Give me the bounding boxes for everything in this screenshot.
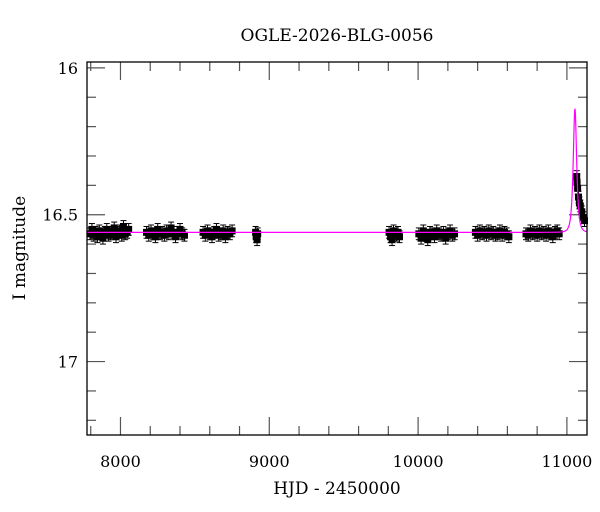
point-marker	[151, 233, 159, 241]
x-tick-label: 10000	[393, 452, 444, 471]
chart-title: OGLE-2026-BLG-0056	[241, 26, 434, 46]
point-marker	[542, 231, 550, 239]
plot-frame	[86, 61, 588, 436]
y-tick-label: 16.5	[42, 206, 78, 225]
point-marker	[415, 230, 423, 238]
point-marker	[417, 234, 425, 242]
point-marker	[442, 234, 450, 242]
data-point	[451, 227, 459, 241]
point-marker	[154, 225, 162, 233]
point-marker	[176, 225, 184, 233]
point-marker	[422, 231, 430, 239]
point-marker	[580, 217, 588, 225]
axis-ticks	[87, 62, 587, 435]
point-marker	[86, 230, 94, 238]
point-marker	[505, 233, 513, 241]
point-marker	[180, 231, 188, 239]
point-marker	[446, 227, 454, 235]
point-marker	[110, 224, 118, 232]
x-tick-label: 8000	[100, 452, 141, 471]
x-axis-label: HJD - 2450000	[273, 479, 401, 499]
point-marker	[496, 227, 504, 235]
data-point	[555, 227, 563, 241]
point-marker	[483, 231, 491, 239]
point-marker	[228, 227, 236, 235]
point-marker	[424, 236, 432, 244]
y-axis-label: I magnitude	[10, 196, 30, 300]
point-marker	[118, 231, 126, 239]
point-marker	[555, 230, 563, 238]
y-tick-label: 16	[58, 59, 78, 78]
data-point	[228, 224, 236, 238]
x-tick-label: 9000	[249, 452, 290, 471]
point-marker	[254, 230, 262, 238]
data-point	[254, 227, 262, 241]
point-marker	[419, 227, 427, 235]
point-marker	[112, 233, 120, 241]
point-marker	[97, 230, 105, 238]
point-marker	[474, 231, 482, 239]
data-points	[86, 170, 588, 247]
point-marker	[172, 233, 180, 241]
model-curve	[87, 108, 588, 233]
point-marker	[221, 233, 229, 241]
point-marker	[125, 225, 133, 233]
data-point	[125, 223, 133, 236]
y-tick-label: 17	[58, 353, 78, 372]
point-marker	[524, 231, 532, 239]
point-marker	[451, 230, 459, 238]
data-point	[180, 228, 188, 242]
point-marker	[549, 233, 557, 241]
point-marker	[160, 231, 168, 239]
point-marker	[533, 231, 541, 239]
x-tick-label: 11000	[541, 452, 592, 471]
point-marker	[201, 231, 209, 239]
point-marker	[208, 233, 216, 241]
point-marker	[396, 233, 403, 241]
y-tick-labels: 16 16.5 17	[42, 59, 78, 372]
point-marker	[119, 222, 127, 230]
point-marker	[116, 227, 124, 235]
point-marker	[145, 231, 153, 239]
x-tick-labels: 8000 9000 10000 11000	[100, 452, 592, 471]
point-marker	[167, 224, 175, 232]
